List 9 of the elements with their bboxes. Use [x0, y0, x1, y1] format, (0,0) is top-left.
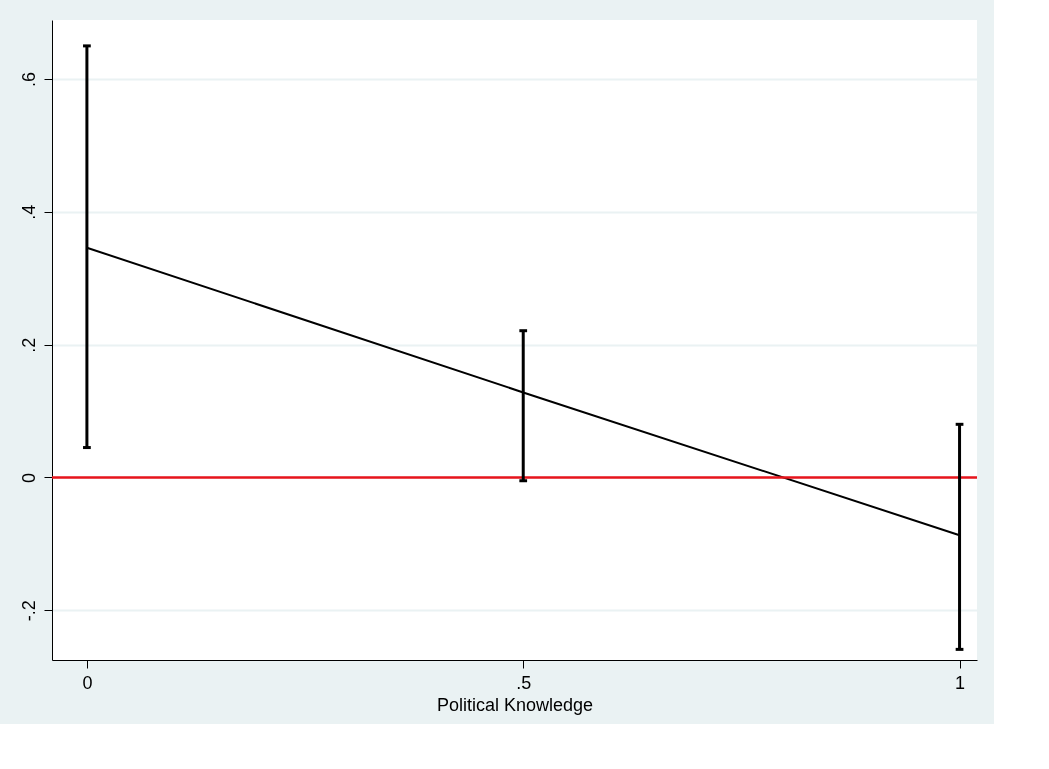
y-tick-label: 0	[18, 472, 39, 483]
y-tick-label: .4	[18, 204, 39, 220]
y-tick-label: -.2	[18, 600, 39, 622]
x-tick-label: .5	[516, 672, 532, 693]
y-tick-label: .6	[18, 72, 39, 88]
x-tick-label: 0	[82, 672, 93, 693]
x-tick-label: 1	[955, 672, 966, 693]
x-axis-title: Political Knowledge	[436, 694, 594, 715]
y-tick-label: .2	[18, 337, 39, 353]
